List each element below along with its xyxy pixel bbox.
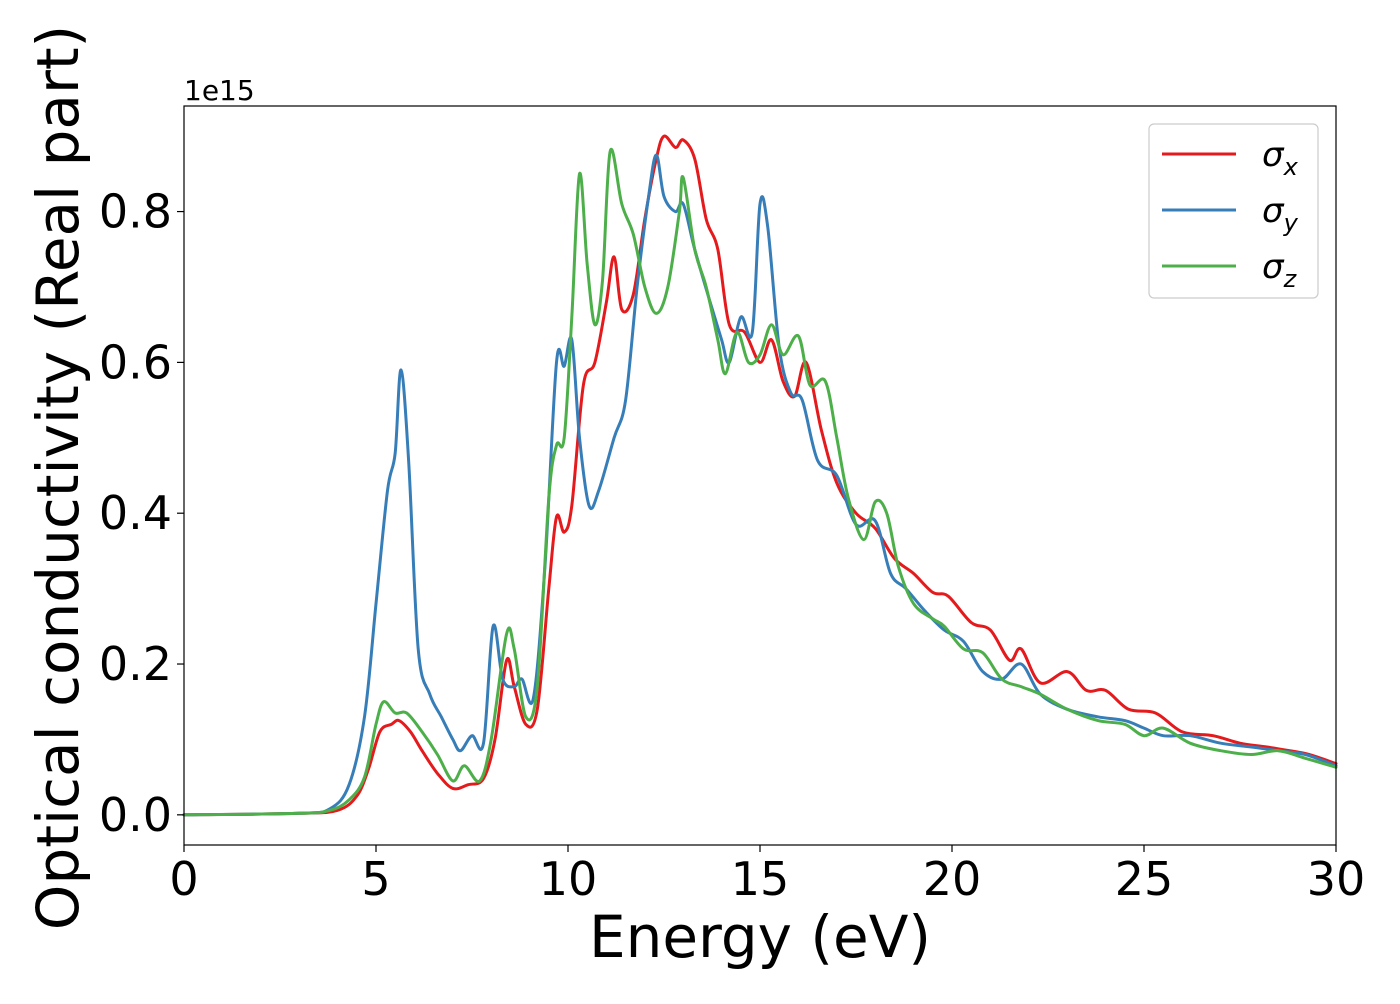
legend-label-z: σz <box>1262 247 1298 293</box>
y-axis-ticks: 0.0 0.2 0.4 0.6 0.8 <box>99 185 184 842</box>
y-tick-label: 0.6 <box>99 335 172 389</box>
legend: σx σy σz <box>1148 123 1319 299</box>
y-offset-text: 1e15 <box>184 74 255 107</box>
y-tick-label: 0.8 <box>99 185 172 239</box>
y-axis-label: Optical conductivity (Real part) <box>24 25 92 930</box>
x-axis-ticks: 0 5 10 15 20 25 30 <box>169 845 1365 906</box>
legend-label-y: σy <box>1262 191 1299 237</box>
y-tick-label: 0.0 <box>99 788 172 842</box>
x-tick-label: 10 <box>539 852 598 906</box>
x-tick-label: 0 <box>169 852 198 906</box>
x-tick-label: 20 <box>923 852 982 906</box>
x-tick-label: 25 <box>1115 852 1174 906</box>
series-line-z <box>182 147 1338 817</box>
series-line-y <box>182 153 1338 817</box>
series-line-x <box>182 134 1338 817</box>
x-axis-label: Energy (eV) <box>589 903 931 971</box>
series-layer <box>182 134 1338 817</box>
y-tick-label: 0.2 <box>99 637 172 691</box>
y-tick-label: 0.4 <box>99 486 172 540</box>
x-tick-label: 15 <box>731 852 790 906</box>
x-tick-label: 30 <box>1307 852 1366 906</box>
legend-label-x: σx <box>1262 135 1299 181</box>
x-tick-label: 5 <box>361 852 390 906</box>
